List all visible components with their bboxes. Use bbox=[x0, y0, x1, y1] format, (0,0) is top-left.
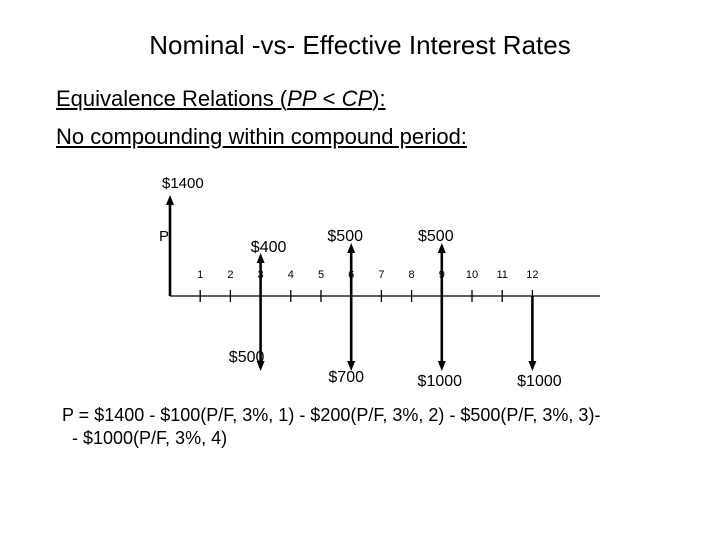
cash-flow-amount: $500 bbox=[229, 349, 265, 366]
cash-flow-amount: $500 bbox=[418, 228, 454, 245]
formula: P = $1400 - $100(P/F, 3%, 1) - $200(P/F,… bbox=[62, 404, 600, 450]
period-label: 5 bbox=[318, 269, 324, 281]
formula-line-1: P = $1400 - $100(P/F, 3%, 1) - $200(P/F,… bbox=[62, 405, 601, 425]
cash-flow-arrows bbox=[166, 195, 537, 371]
subtitle-prefix: Equivalence Relations ( bbox=[56, 86, 288, 111]
cash-flow-amount: $700 bbox=[328, 369, 364, 386]
subtitle-lt: < bbox=[316, 86, 342, 111]
formula-line-2: - $1000(P/F, 3%, 4) bbox=[72, 428, 228, 448]
period-label: 7 bbox=[378, 269, 384, 281]
diagram-labels: 1 2 3 4 5 6 7 8 9 10 11 12P$1400$400$500 $500$500$70… bbox=[159, 175, 562, 390]
period-label: 9 bbox=[439, 269, 445, 281]
period-label: 6 bbox=[348, 269, 354, 281]
period-label: 2 bbox=[227, 269, 233, 281]
cash-flow-amount: $400 bbox=[251, 239, 287, 256]
subtitle-cp: CP bbox=[341, 86, 373, 111]
period-label: 8 bbox=[409, 269, 415, 281]
period-label: 11 bbox=[496, 269, 507, 281]
period-label: 10 bbox=[466, 269, 478, 281]
slide-title: Nominal -vs- Effective Interest Rates bbox=[149, 30, 571, 60]
period-label: 3 bbox=[258, 269, 264, 281]
cash-flow-amount: $500 bbox=[327, 228, 363, 245]
period-label: 4 bbox=[288, 269, 294, 281]
period-label: 1 bbox=[197, 269, 203, 281]
cash-flow-amount: $1000 bbox=[418, 373, 463, 390]
cash-flow-amount: $1400 bbox=[162, 175, 204, 192]
cash-flow-amount: $1000 bbox=[517, 373, 562, 390]
subtitle-no-compounding: No compounding within compound period: bbox=[56, 124, 467, 149]
period-label: 12 bbox=[526, 269, 538, 281]
subtitle-pp: PP bbox=[287, 86, 317, 111]
subtitle-equivalence-relations: Equivalence Relations (PP < CP): bbox=[56, 86, 386, 112]
p-label: P bbox=[159, 228, 169, 245]
subtitle-suffix: ): bbox=[372, 86, 386, 111]
